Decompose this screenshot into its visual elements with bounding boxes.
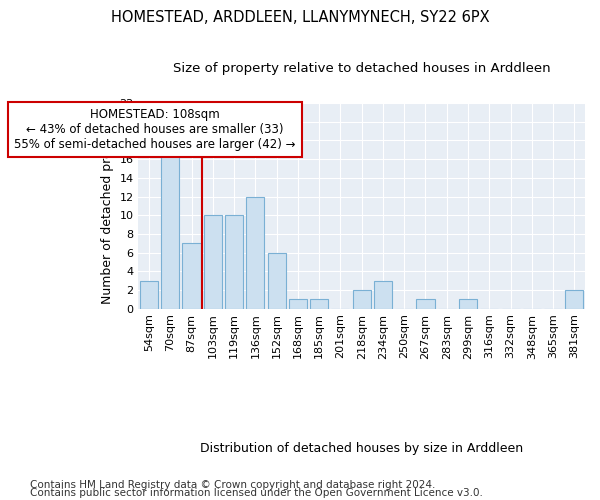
Bar	[140, 280, 158, 308]
Bar	[374, 280, 392, 308]
Y-axis label: Number of detached properties: Number of detached properties	[101, 108, 114, 304]
Bar	[161, 140, 179, 308]
Text: Contains public sector information licensed under the Open Government Licence v3: Contains public sector information licen…	[30, 488, 483, 498]
Bar	[225, 215, 243, 308]
Text: HOMESTEAD: 108sqm
← 43% of detached houses are smaller (33)
55% of semi-detached: HOMESTEAD: 108sqm ← 43% of detached hous…	[14, 108, 296, 150]
Bar	[310, 300, 328, 308]
Bar	[204, 215, 222, 308]
Bar	[416, 300, 434, 308]
Bar	[289, 300, 307, 308]
Title: Size of property relative to detached houses in Arddleen: Size of property relative to detached ho…	[173, 62, 550, 76]
Text: Contains HM Land Registry data © Crown copyright and database right 2024.: Contains HM Land Registry data © Crown c…	[30, 480, 436, 490]
Bar	[268, 252, 286, 308]
Text: HOMESTEAD, ARDDLEEN, LLANYMYNECH, SY22 6PX: HOMESTEAD, ARDDLEEN, LLANYMYNECH, SY22 6…	[110, 10, 490, 25]
Bar	[247, 196, 265, 308]
X-axis label: Distribution of detached houses by size in Arddleen: Distribution of detached houses by size …	[200, 442, 523, 455]
Bar	[353, 290, 371, 308]
Bar	[182, 244, 200, 308]
Bar	[565, 290, 583, 308]
Bar	[459, 300, 477, 308]
